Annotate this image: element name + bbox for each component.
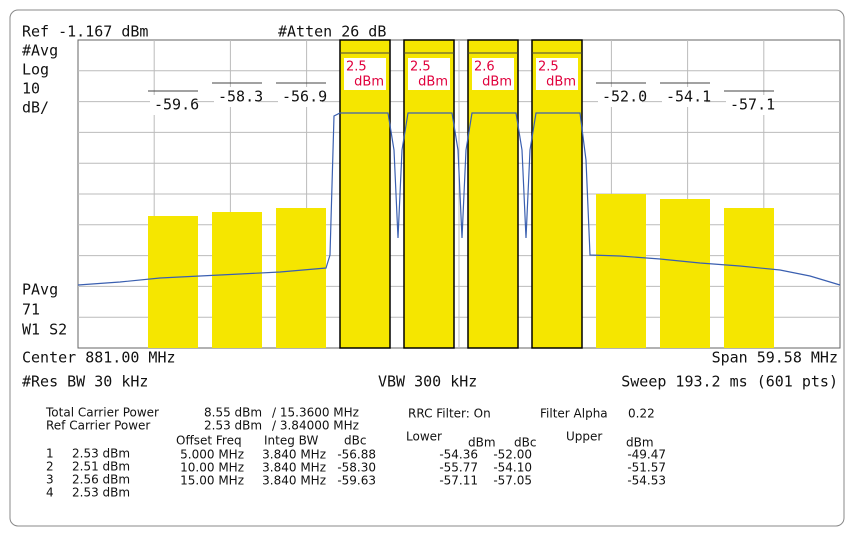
scale-value: 10 xyxy=(22,80,40,98)
center-freq: Center 881.00 MHz xyxy=(22,349,176,367)
table-header: dBc xyxy=(514,436,536,450)
carrier-index: 1 xyxy=(46,447,54,461)
table-header: dBm xyxy=(468,436,496,450)
acp-bar xyxy=(724,208,774,348)
sweep: Sweep 193.2 ms (601 pts) xyxy=(621,373,838,391)
ref-level: Ref -1.167 dBm xyxy=(22,23,148,41)
carrier-unit: dBm xyxy=(418,75,448,90)
carrier-power: 2.56 dBm xyxy=(72,473,130,487)
table-cell: -52.00 xyxy=(493,448,532,462)
label-box xyxy=(150,95,194,115)
carrier-unit: dBm xyxy=(546,75,576,90)
acp-label: -59.6 xyxy=(154,96,199,114)
carrier-label: 2.5 xyxy=(410,60,431,75)
acp-label: -52.0 xyxy=(602,88,647,106)
table-header: Upper xyxy=(566,430,602,444)
table-cell: -55.77 xyxy=(439,461,478,475)
label-box xyxy=(536,58,578,90)
acp-bar xyxy=(212,212,262,348)
label-box xyxy=(278,87,322,107)
spectrum-trace xyxy=(77,112,841,286)
label-box xyxy=(344,58,386,90)
carrier-label: 2.5 xyxy=(538,60,559,75)
table-cell: -54.53 xyxy=(627,474,666,488)
carrier-index: 2 xyxy=(46,460,54,474)
ref-label: Ref Carrier Power xyxy=(46,419,150,433)
table-cell: -51.57 xyxy=(627,461,666,475)
table-header: dBm xyxy=(626,436,654,450)
table-header: dBc xyxy=(344,434,366,448)
acp-label: -54.1 xyxy=(666,88,711,106)
ref-bw: / 3.84000 MHz xyxy=(272,419,359,433)
table-cell: 5.000 MHz xyxy=(180,448,244,462)
res-bw: #Res BW 30 kHz xyxy=(22,373,148,391)
label-box xyxy=(472,58,514,90)
acp-bar xyxy=(276,208,326,348)
alpha-label: Filter Alpha xyxy=(540,407,608,421)
scale-unit: dB/ xyxy=(22,99,49,117)
label-box xyxy=(214,87,258,107)
span: Span 59.58 MHz xyxy=(712,349,838,367)
attenuation: #Atten 26 dB xyxy=(278,23,386,41)
trace-info: W1 S2 xyxy=(22,321,67,339)
acp-bar xyxy=(660,199,710,348)
carrier-index: 4 xyxy=(46,486,54,500)
table-cell: 3.840 MHz xyxy=(262,448,326,462)
table-cell: 15.00 MHz xyxy=(180,474,244,488)
plot: -59.6 -58.3 -56.9 -52.0 -54.1 -57.12.5dBm2.5d… xyxy=(77,39,841,349)
label-box xyxy=(408,58,450,90)
scale-type: Log xyxy=(22,61,49,79)
carrier-power: 2.53 dBm xyxy=(72,447,130,461)
carrier-bar xyxy=(531,39,583,349)
carrier-unit: dBm xyxy=(354,75,384,90)
table-cell: -58.30 xyxy=(337,461,376,475)
table-cell: -57.11 xyxy=(439,474,478,488)
pavg-count: 71 xyxy=(22,301,40,319)
carrier-unit: dBm xyxy=(482,75,512,90)
label-box xyxy=(726,95,770,115)
rrc-filter: RRC Filter: On xyxy=(408,407,491,421)
carrier-power: 2.51 dBm xyxy=(72,460,130,474)
table-cell: -54.10 xyxy=(493,461,532,475)
acp-bar xyxy=(596,194,646,348)
pavg: PAvg xyxy=(22,281,58,299)
table-header: Lower xyxy=(406,430,442,444)
total-label: Total Carrier Power xyxy=(45,406,159,420)
vbw: VBW 300 kHz xyxy=(378,373,477,391)
carrier-label: 2.5 xyxy=(346,60,367,75)
table-cell: 10.00 MHz xyxy=(180,461,244,475)
table-cell: -49.47 xyxy=(627,448,666,462)
carrier-label: 2.6 xyxy=(474,60,495,75)
acp-label: -58.3 xyxy=(218,88,263,106)
carrier-power: 2.53 dBm xyxy=(72,486,130,500)
table-header: Integ BW xyxy=(264,434,318,448)
label-box xyxy=(598,87,642,107)
total-bw: / 15.3600 MHz xyxy=(272,406,359,420)
ref-value: 2.53 dBm xyxy=(204,419,262,433)
table-cell: -57.05 xyxy=(493,474,532,488)
avg: #Avg xyxy=(22,42,58,60)
acp-label: -57.1 xyxy=(730,96,775,114)
acp-bar xyxy=(148,216,198,348)
table-cell: -59.63 xyxy=(337,474,376,488)
table-cell: 3.840 MHz xyxy=(262,474,326,488)
acp-label: -56.9 xyxy=(282,88,327,106)
table-cell: 3.840 MHz xyxy=(262,461,326,475)
carrier-bar xyxy=(467,39,519,349)
carrier-index: 3 xyxy=(46,473,54,487)
table-cell: -56.88 xyxy=(337,448,376,462)
label-box xyxy=(662,87,706,107)
total-value: 8.55 dBm xyxy=(204,406,262,420)
carrier-bar xyxy=(403,39,455,349)
table-header: Offset Freq xyxy=(176,434,242,448)
carrier-bar xyxy=(339,39,391,349)
alpha-value: 0.22 xyxy=(628,407,655,421)
table-cell: -54.36 xyxy=(439,448,478,462)
